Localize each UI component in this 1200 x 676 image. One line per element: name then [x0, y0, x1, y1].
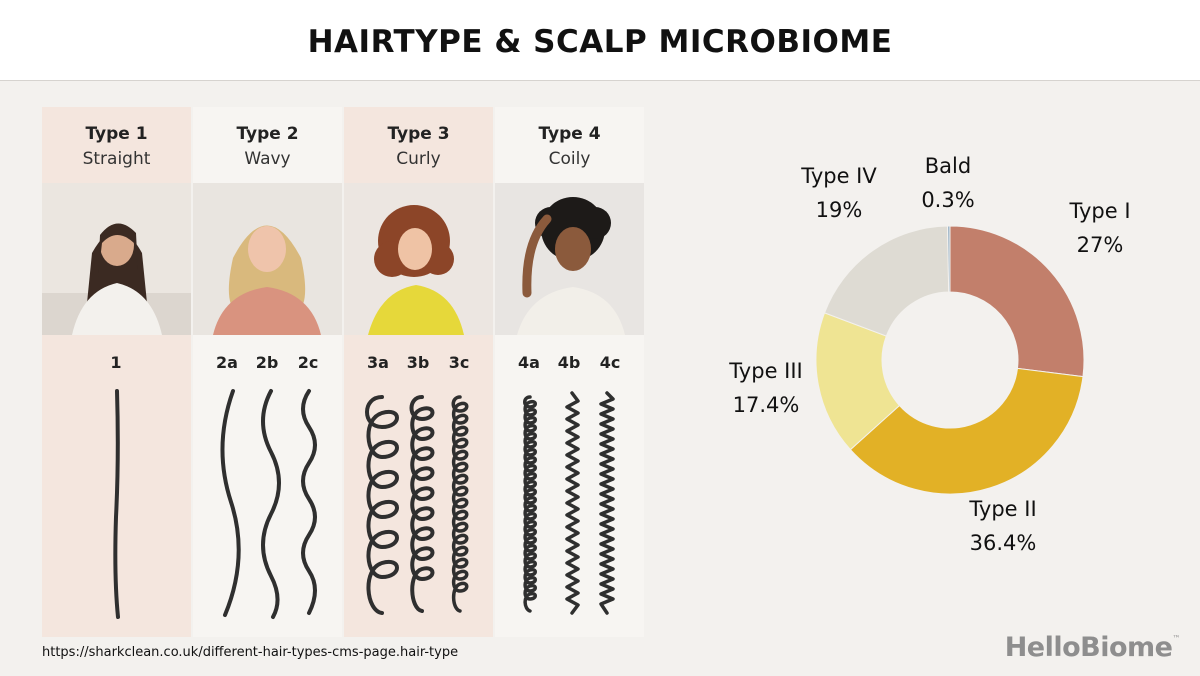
hair-type-desc: Straight	[82, 149, 151, 169]
hellobiome-logo: HelloBiome™	[1004, 632, 1181, 663]
strand-illustration	[113, 389, 120, 619]
slice-label: Type II	[968, 497, 1036, 521]
slice-label: Bald	[925, 154, 971, 178]
hair-type-name: Type 4	[538, 124, 601, 144]
portrait-photo	[193, 183, 342, 335]
subtype-label: 2b	[255, 353, 279, 372]
slice-label: Type III	[728, 359, 803, 383]
header-bar: HAIRTYPE & SCALP MICROBIOME	[0, 0, 1200, 81]
subtype-label: 4a	[518, 353, 540, 372]
slice-type-iii	[815, 312, 901, 451]
slice-value-label: 36.4%	[970, 531, 1037, 555]
strand-illustration	[220, 389, 317, 619]
subtype-label: 3b	[406, 353, 430, 372]
hair-type-column-2: Type 2 Wavy 2a 2b 2c	[193, 107, 342, 637]
subtype-label: 1	[110, 353, 122, 372]
hair-type-column-1: Type 1 Straight 1	[42, 107, 191, 637]
slice-bald	[946, 225, 951, 293]
hair-type-panel: Type 1 Straight 1 Type 2 Wavy	[42, 107, 652, 637]
subtype-label: 2a	[216, 353, 238, 372]
hair-type-desc: Wavy	[244, 149, 291, 169]
slice-label: Type I	[1068, 199, 1130, 223]
portrait-photo	[495, 183, 644, 335]
hair-type-desc: Coily	[548, 149, 591, 169]
hair-type-column-3: Type 3 Curly 3a 3b 3c	[344, 107, 493, 637]
portrait-photo	[344, 183, 493, 335]
subtype-label: 3a	[367, 353, 389, 372]
slice-type-i	[949, 225, 1085, 378]
subtype-label: 2c	[297, 353, 319, 372]
page-title: HAIRTYPE & SCALP MICROBIOME	[307, 24, 893, 60]
subtype-label: 4c	[599, 353, 621, 372]
hair-type-column-4: Type 4 Coily 4a 4b 4c	[495, 107, 644, 637]
portrait-photo	[42, 183, 191, 335]
slice-value-label: 27%	[1077, 233, 1124, 257]
source-url: https://sharkclean.co.uk/different-hair-…	[42, 645, 459, 660]
slice-type-ii	[849, 367, 1084, 495]
hair-type-desc: Curly	[396, 149, 441, 169]
slice-value-label: 0.3%	[921, 188, 974, 212]
hair-type-name: Type 2	[236, 124, 299, 144]
hair-type-donut-chart: Type I 27% Type II 36.4% Type III 17.4% Type I…	[728, 154, 1130, 555]
slice-value-label: 19%	[816, 198, 863, 222]
subtype-label: 3c	[448, 353, 470, 372]
strand-illustration	[365, 395, 469, 615]
strand-illustration	[523, 391, 615, 615]
hair-type-name: Type 1	[85, 124, 148, 144]
trademark-mark: ™	[1172, 634, 1181, 643]
subtype-label: 4b	[557, 353, 581, 372]
slice-label: Type IV	[800, 164, 877, 188]
logo-text: HelloBiome	[1004, 632, 1173, 663]
hair-type-name: Type 3	[387, 124, 450, 144]
slice-value-label: 17.4%	[733, 393, 800, 417]
slice-type-iv	[823, 225, 950, 337]
